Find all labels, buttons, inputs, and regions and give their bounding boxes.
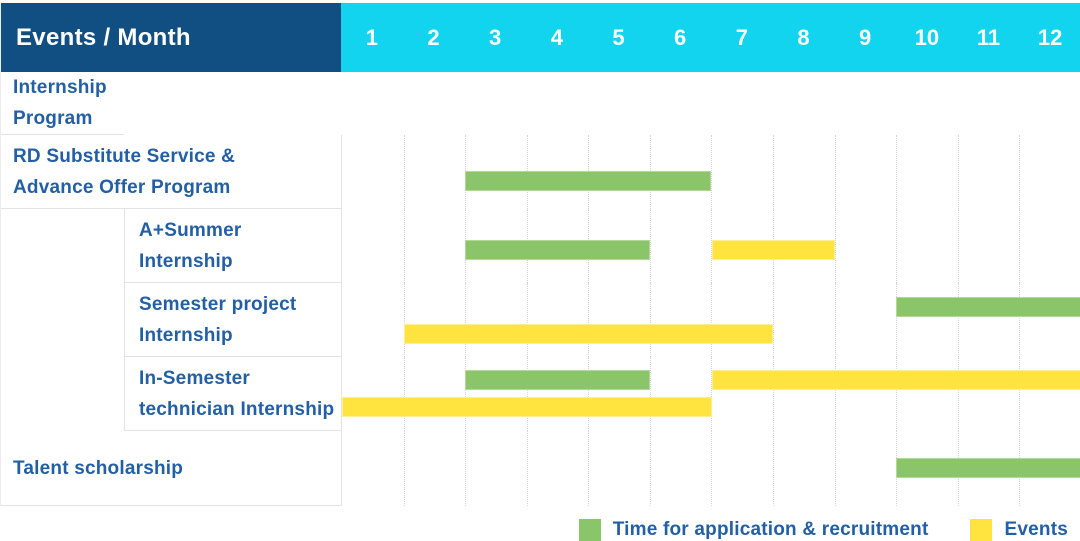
application-recruitment-bar — [465, 240, 650, 260]
month-cell — [1019, 135, 1080, 209]
month-cell — [404, 431, 466, 506]
month-cell — [650, 283, 712, 357]
month-cell — [588, 431, 650, 506]
month-cell — [835, 431, 897, 506]
month-cell — [527, 357, 589, 431]
month-cell — [896, 357, 958, 431]
month-header-8: 8 — [773, 3, 835, 72]
month-cell — [342, 431, 404, 506]
month-cell — [588, 357, 650, 431]
table-title: Events / Month — [1, 3, 341, 72]
application-recruitment-bar — [465, 370, 650, 390]
month-cell — [465, 431, 527, 506]
month-header-3: 3 — [464, 3, 526, 72]
legend-label-application: Time for application & recruitment — [613, 519, 929, 541]
month-cell — [773, 431, 835, 506]
row-label-rd-substitute: RD Substitute Service & Advance Offer Pr… — [1, 135, 341, 209]
month-cell — [527, 283, 589, 357]
month-cell — [527, 431, 589, 506]
month-cell — [404, 283, 466, 357]
chart-row-in-semester-technician — [341, 357, 1080, 431]
event-bar — [404, 324, 774, 344]
month-cell — [650, 209, 712, 283]
month-cell — [1019, 283, 1080, 357]
month-cell — [958, 357, 1020, 431]
application-recruitment-bar — [896, 297, 1080, 317]
month-header-4: 4 — [526, 3, 588, 72]
month-cell — [835, 357, 897, 431]
month-header-2: 2 — [403, 3, 465, 72]
month-header-5: 5 — [588, 3, 650, 72]
yellow-swatch-icon — [970, 519, 992, 541]
month-header-10: 10 — [896, 3, 958, 72]
month-cell — [711, 431, 773, 506]
chart-row-semester-project — [341, 283, 1080, 357]
month-header-11: 11 — [958, 3, 1020, 72]
month-cell — [896, 135, 958, 209]
application-recruitment-bar — [896, 458, 1080, 478]
month-cell — [896, 283, 958, 357]
event-bar — [342, 397, 712, 417]
month-cell — [650, 431, 712, 506]
month-cell — [711, 283, 773, 357]
row-label-semester-project: Semester project Internship — [124, 283, 341, 357]
legend-label-events: Events — [1004, 519, 1068, 541]
month-cell — [835, 135, 897, 209]
month-cell — [465, 283, 527, 357]
month-header-1: 1 — [341, 3, 403, 72]
legend-item-events: Events — [970, 519, 1068, 541]
month-cell — [835, 209, 897, 283]
month-cell — [404, 357, 466, 431]
chart-row-a-plus-summer — [341, 209, 1080, 283]
legend-item-application: Time for application & recruitment — [579, 519, 929, 541]
month-cell — [1019, 357, 1080, 431]
row-label-in-semester-technician: In-Semester technician Internship — [124, 357, 341, 431]
row-label-a-plus-summer: A+Summer Internship — [124, 209, 341, 283]
month-cell — [896, 209, 958, 283]
month-cell — [711, 357, 773, 431]
application-recruitment-bar — [465, 171, 711, 191]
month-cell — [958, 209, 1020, 283]
group-label-internship-program: Internship Program — [1, 72, 124, 135]
month-cell — [342, 357, 404, 431]
month-cell — [773, 283, 835, 357]
month-cell — [342, 135, 404, 209]
event-bar — [712, 370, 1080, 390]
month-cell — [342, 209, 404, 283]
chart-row-rd-substitute — [341, 135, 1080, 209]
legend: Time for application & recruitment Event… — [0, 506, 1080, 541]
month-cell — [465, 357, 527, 431]
month-cell — [773, 357, 835, 431]
month-cell — [342, 283, 404, 357]
month-cell — [404, 135, 466, 209]
green-swatch-icon — [579, 519, 601, 541]
month-cell — [773, 135, 835, 209]
chart-row-talent-scholarship — [341, 431, 1080, 506]
month-cell — [711, 135, 773, 209]
month-cell — [958, 283, 1020, 357]
month-header-6: 6 — [649, 3, 711, 72]
month-cell — [835, 283, 897, 357]
month-cell — [404, 209, 466, 283]
month-cell — [650, 357, 712, 431]
month-header-7: 7 — [711, 3, 773, 72]
month-header-12: 12 — [1019, 3, 1080, 72]
row-label-talent-scholarship: Talent scholarship — [1, 431, 341, 506]
month-cell — [588, 283, 650, 357]
month-header-9: 9 — [834, 3, 896, 72]
month-cell — [958, 135, 1020, 209]
event-bar — [712, 240, 835, 260]
month-cell — [1019, 209, 1080, 283]
